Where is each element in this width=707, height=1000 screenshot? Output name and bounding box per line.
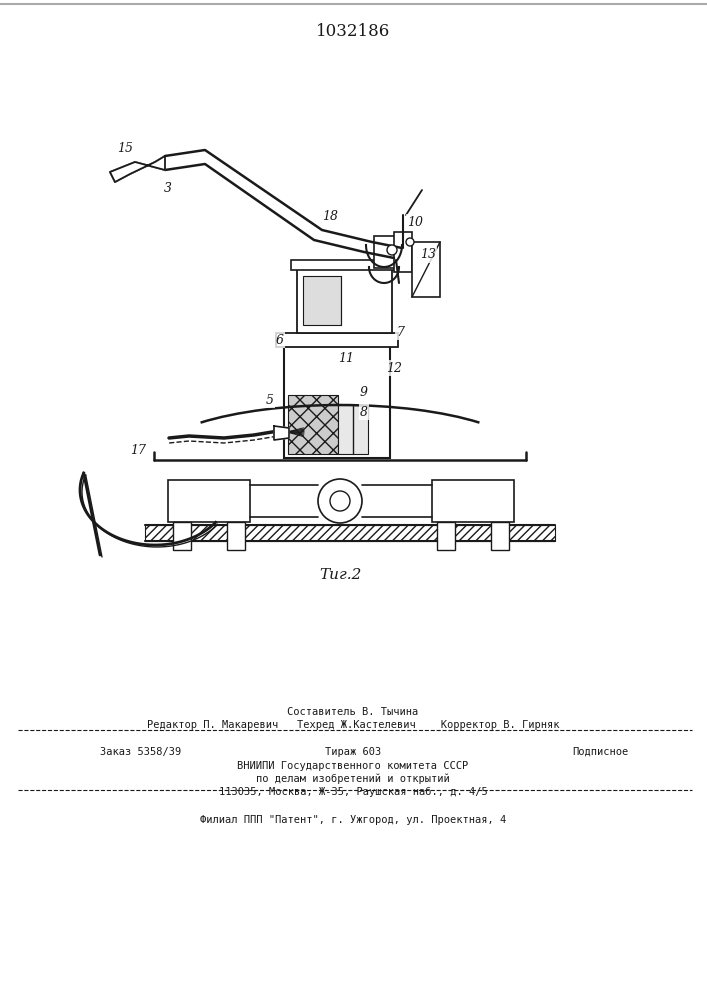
Text: 7: 7: [396, 326, 404, 338]
Bar: [394, 232, 412, 272]
Circle shape: [387, 245, 397, 255]
Bar: [168, 480, 250, 522]
Bar: [276, 333, 398, 347]
Bar: [284, 345, 390, 458]
Text: 9: 9: [360, 385, 368, 398]
Bar: [227, 522, 245, 550]
Text: 12: 12: [386, 361, 402, 374]
Polygon shape: [110, 156, 165, 182]
Bar: [437, 522, 455, 550]
Text: 18: 18: [322, 211, 338, 224]
Bar: [288, 395, 338, 454]
Bar: [145, 525, 555, 541]
Text: Заказ 5358/39: Заказ 5358/39: [100, 747, 181, 757]
Text: Подписное: Подписное: [572, 747, 628, 757]
Text: 3: 3: [164, 182, 172, 194]
Bar: [374, 236, 396, 268]
Text: ВНИИПИ Государственного комитета СССР: ВНИИПИ Государственного комитета СССР: [238, 761, 469, 771]
Text: 10: 10: [407, 216, 423, 229]
Text: 1032186: 1032186: [316, 23, 390, 40]
Text: 17: 17: [130, 444, 146, 456]
Bar: [303, 276, 341, 325]
Bar: [412, 242, 440, 297]
Bar: [491, 522, 509, 550]
Circle shape: [330, 491, 350, 511]
Polygon shape: [274, 426, 289, 440]
Text: Редактор П. Макаревич   Техред Ж.Кастелевич    Корректор В. Гирняк: Редактор П. Макаревич Техред Ж.Кастелеви…: [147, 720, 559, 730]
Text: по делам изобретений и открытий: по делам изобретений и открытий: [256, 774, 450, 784]
Circle shape: [406, 238, 414, 246]
Text: 5: 5: [266, 393, 274, 406]
Text: 8: 8: [360, 406, 368, 418]
Bar: [291, 260, 398, 270]
Text: Составитель В. Тычина: Составитель В. Тычина: [287, 707, 419, 717]
Text: Τиг.2: Τиг.2: [319, 568, 361, 582]
Bar: [173, 522, 191, 550]
Text: 15: 15: [117, 141, 133, 154]
Text: Тираж 603: Тираж 603: [325, 747, 381, 757]
Bar: [432, 480, 514, 522]
Text: 13: 13: [420, 248, 436, 261]
Bar: [338, 405, 368, 454]
Text: 113035, Москва, Ж-35, Раушская наб., д. 4/5: 113035, Москва, Ж-35, Раушская наб., д. …: [218, 787, 487, 797]
Text: Филиал ППП "Патент", г. Ужгород, ул. Проектная, 4: Филиал ППП "Патент", г. Ужгород, ул. Про…: [200, 815, 506, 825]
Circle shape: [318, 479, 362, 523]
Text: 6: 6: [276, 334, 284, 347]
Text: 11: 11: [338, 352, 354, 364]
Bar: [297, 268, 392, 333]
